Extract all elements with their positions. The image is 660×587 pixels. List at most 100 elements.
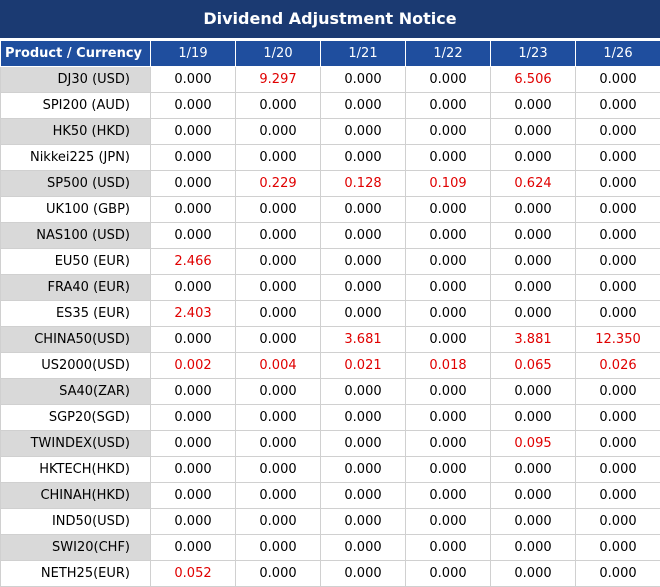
table-row: UK100 (GBP) 0.000 0.000 0.000 0.000 0.000 0.00… bbox=[0, 196, 660, 223]
table-row: FRA40 (EUR) 0.000 0.000 0.000 0.000 0.000 0.00… bbox=[0, 274, 660, 301]
value-cell: 0.000 bbox=[235, 378, 321, 405]
value-cell: 0.128 bbox=[320, 170, 406, 197]
table-body: DJ30 (USD) 0.000 9.297 0.000 0.000 6.506 0.000… bbox=[0, 66, 660, 587]
value-cell: 0.000 bbox=[490, 560, 576, 587]
product-cell: EU50 (EUR) bbox=[0, 248, 151, 275]
value-cell: 0.229 bbox=[235, 170, 321, 197]
table-row: NAS100 (USD) 0.000 0.000 0.000 0.000 0.000 0.0… bbox=[0, 222, 660, 249]
value-cell: 0.000 bbox=[575, 482, 660, 509]
table-row: CHINAH(HKD) 0.000 0.000 0.000 0.000 0.000 0.00… bbox=[0, 482, 660, 509]
value-cell: 0.000 bbox=[405, 274, 491, 301]
product-cell: SGP20(SGD) bbox=[0, 404, 151, 431]
table-row: US2000(USD) 0.002 0.004 0.021 0.018 0.065 0.02… bbox=[0, 352, 660, 379]
value-cell: 0.000 bbox=[405, 92, 491, 119]
value-cell: 0.000 bbox=[320, 196, 406, 223]
value-cell: 0.000 bbox=[405, 560, 491, 587]
value-cell: 0.000 bbox=[575, 196, 660, 223]
value-cell: 0.000 bbox=[405, 482, 491, 509]
value-cell: 0.000 bbox=[320, 508, 406, 535]
table-row: TWINDEX(USD) 0.000 0.000 0.000 0.000 0.095 0.0… bbox=[0, 430, 660, 457]
value-cell: 0.000 bbox=[235, 560, 321, 587]
product-cell: HK50 (HKD) bbox=[0, 118, 151, 145]
value-cell: 0.026 bbox=[575, 352, 660, 379]
value-cell: 0.000 bbox=[150, 66, 236, 93]
value-cell: 0.000 bbox=[150, 144, 236, 171]
product-cell: US2000(USD) bbox=[0, 352, 151, 379]
product-cell: SPI200 (AUD) bbox=[0, 92, 151, 119]
value-cell: 0.000 bbox=[150, 326, 236, 353]
column-header: 1/21 bbox=[320, 40, 406, 67]
value-cell: 0.000 bbox=[405, 326, 491, 353]
value-cell: 0.000 bbox=[320, 404, 406, 431]
value-cell: 0.000 bbox=[575, 560, 660, 587]
value-cell: 0.000 bbox=[235, 118, 321, 145]
value-cell: 0.000 bbox=[320, 222, 406, 249]
value-cell: 0.000 bbox=[405, 118, 491, 145]
table-row: Nikkei225 (JPN) 0.000 0.000 0.000 0.000 0.000… bbox=[0, 144, 660, 171]
value-cell: 0.000 bbox=[235, 196, 321, 223]
value-cell: 0.000 bbox=[575, 404, 660, 431]
value-cell: 0.000 bbox=[490, 300, 576, 327]
value-cell: 0.000 bbox=[490, 508, 576, 535]
value-cell: 0.000 bbox=[575, 170, 660, 197]
value-cell: 0.000 bbox=[490, 534, 576, 561]
value-cell: 0.000 bbox=[320, 144, 406, 171]
value-cell: 0.052 bbox=[150, 560, 236, 587]
value-cell: 0.000 bbox=[490, 482, 576, 509]
table-row: DJ30 (USD) 0.000 9.297 0.000 0.000 6.506 0.000 bbox=[0, 66, 660, 93]
value-cell: 0.109 bbox=[405, 170, 491, 197]
value-cell: 0.000 bbox=[320, 560, 406, 587]
product-cell: ES35 (EUR) bbox=[0, 300, 151, 327]
value-cell: 0.000 bbox=[490, 404, 576, 431]
value-cell: 0.000 bbox=[575, 378, 660, 405]
value-cell: 0.000 bbox=[320, 430, 406, 457]
value-cell: 0.000 bbox=[150, 222, 236, 249]
column-header: 1/19 bbox=[150, 40, 236, 67]
value-cell: 0.000 bbox=[235, 430, 321, 457]
value-cell: 0.000 bbox=[575, 66, 660, 93]
value-cell: 0.021 bbox=[320, 352, 406, 379]
value-cell: 0.000 bbox=[235, 508, 321, 535]
value-cell: 0.000 bbox=[320, 274, 406, 301]
table-row: SPI200 (AUD) 0.000 0.000 0.000 0.000 0.000 0.0… bbox=[0, 92, 660, 119]
value-cell: 0.000 bbox=[490, 274, 576, 301]
value-cell: 0.000 bbox=[405, 534, 491, 561]
table-row: NETH25(EUR) 0.052 0.000 0.000 0.000 0.000 0.00… bbox=[0, 560, 660, 587]
value-cell: 0.004 bbox=[235, 352, 321, 379]
value-cell: 0.000 bbox=[150, 534, 236, 561]
value-cell: 0.000 bbox=[490, 118, 576, 145]
dividend-table: Product / Currency 1/19 1/20 1/21 1/22 1/23 1/… bbox=[0, 40, 660, 587]
value-cell: 3.681 bbox=[320, 326, 406, 353]
value-cell: 0.018 bbox=[405, 352, 491, 379]
product-cell: SA40(ZAR) bbox=[0, 378, 151, 405]
header-row: Product / Currency 1/19 1/20 1/21 1/22 1/23 1/… bbox=[0, 40, 660, 67]
column-header: 1/20 bbox=[235, 40, 321, 67]
value-cell: 0.002 bbox=[150, 352, 236, 379]
value-cell: 0.000 bbox=[490, 196, 576, 223]
value-cell: 0.000 bbox=[405, 196, 491, 223]
value-cell: 0.000 bbox=[405, 222, 491, 249]
value-cell: 0.000 bbox=[575, 456, 660, 483]
value-cell: 0.000 bbox=[320, 456, 406, 483]
value-cell: 0.000 bbox=[320, 66, 406, 93]
column-header: 1/22 bbox=[405, 40, 491, 67]
value-cell: 0.000 bbox=[490, 92, 576, 119]
value-cell: 6.506 bbox=[490, 66, 576, 93]
value-cell: 0.000 bbox=[320, 378, 406, 405]
product-cell: TWINDEX(USD) bbox=[0, 430, 151, 457]
column-header: 1/23 bbox=[490, 40, 576, 67]
column-header: Product / Currency bbox=[0, 40, 151, 67]
value-cell: 2.466 bbox=[150, 248, 236, 275]
table-row: HK50 (HKD) 0.000 0.000 0.000 0.000 0.000 0.000 bbox=[0, 118, 660, 145]
value-cell: 0.000 bbox=[320, 92, 406, 119]
value-cell: 0.000 bbox=[320, 118, 406, 145]
value-cell: 0.000 bbox=[405, 248, 491, 275]
value-cell: 0.000 bbox=[405, 508, 491, 535]
table-row: SP500 (USD) 0.000 0.229 0.128 0.109 0.624 0.00… bbox=[0, 170, 660, 197]
value-cell: 2.403 bbox=[150, 300, 236, 327]
product-cell: UK100 (GBP) bbox=[0, 196, 151, 223]
value-cell: 0.000 bbox=[405, 144, 491, 171]
value-cell: 0.000 bbox=[235, 144, 321, 171]
value-cell: 0.000 bbox=[150, 196, 236, 223]
